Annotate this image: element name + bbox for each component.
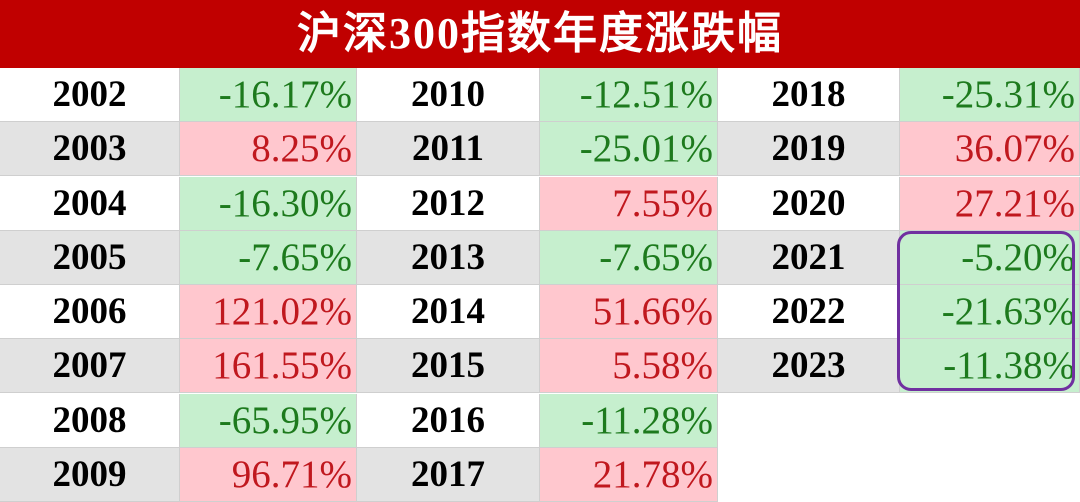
year-cell: 2019 xyxy=(718,122,900,177)
year-cell: 2016 xyxy=(357,393,540,448)
year-cell: 2006 xyxy=(0,285,180,339)
year-cell: 2004 xyxy=(0,176,180,231)
year-cell: 2008 xyxy=(0,393,180,448)
change-cell: -12.51% xyxy=(540,68,718,122)
year-cell: 2005 xyxy=(0,230,180,285)
change-cell: 21.78% xyxy=(540,447,718,502)
year-cell: 2003 xyxy=(0,122,180,177)
change-cell: 36.07% xyxy=(900,122,1080,177)
year-cell: 2020 xyxy=(718,176,900,231)
year-cell: 2013 xyxy=(357,230,540,285)
change-cell: 5.58% xyxy=(540,339,718,394)
change-cell: -7.65% xyxy=(180,230,357,285)
change-cell: 7.55% xyxy=(540,176,718,231)
year-cell: 2009 xyxy=(0,447,180,502)
change-cell: 8.25% xyxy=(180,122,357,177)
year-cell: 2021 xyxy=(718,230,900,285)
change-cell: -16.17% xyxy=(180,68,357,122)
change-cell: 121.02% xyxy=(180,285,357,339)
year-cell: 2012 xyxy=(357,176,540,231)
change-cell: -25.31% xyxy=(900,68,1080,122)
change-cell: 96.71% xyxy=(180,447,357,502)
year-cell: 2011 xyxy=(357,122,540,177)
change-cell: -11.28% xyxy=(540,393,718,448)
year-cell: 2010 xyxy=(357,68,540,122)
change-cell: -7.65% xyxy=(540,230,718,285)
year-cell: 2018 xyxy=(718,68,900,122)
change-cell: 27.21% xyxy=(900,176,1080,231)
year-cell: 2002 xyxy=(0,68,180,122)
change-cell: -25.01% xyxy=(540,122,718,177)
change-cell: -21.63% xyxy=(900,285,1080,339)
year-cell: 2022 xyxy=(718,285,900,339)
year-cell: 2015 xyxy=(357,339,540,394)
highlight-box xyxy=(897,231,1075,391)
change-cell: 51.66% xyxy=(540,285,718,339)
year-cell: 2007 xyxy=(0,339,180,394)
year-cell: 2023 xyxy=(718,339,900,394)
year-cell: 2014 xyxy=(357,285,540,339)
change-cell: 161.55% xyxy=(180,339,357,394)
year-cell: 2017 xyxy=(357,447,540,502)
change-cell: -11.38% xyxy=(900,339,1080,394)
change-cell: -5.20% xyxy=(900,230,1080,285)
change-cell: -65.95% xyxy=(180,393,357,448)
title: 沪深300指数年度涨跌幅 xyxy=(0,0,1080,68)
change-cell: -16.30% xyxy=(180,176,357,231)
